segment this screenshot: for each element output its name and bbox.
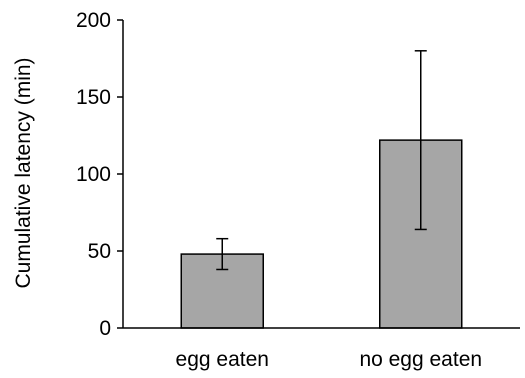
y-axis-ticks: 0 50 100 150 200 [76, 9, 123, 340]
y-tick-label: 100 [76, 163, 111, 186]
x-axis-labels: egg eaten no egg eaten [176, 348, 483, 371]
y-tick-label: 200 [76, 9, 111, 32]
bars [180, 139, 463, 329]
y-tick-label: 0 [99, 317, 111, 340]
y-tick-label: 150 [76, 86, 111, 109]
y-axis-title: Cumulative latency (min) [12, 57, 35, 288]
error-bars [216, 50, 427, 271]
x-tick-label: egg eaten [176, 348, 269, 371]
y-tick-label: 50 [88, 240, 111, 263]
x-tick-label: no egg eaten [359, 348, 482, 371]
